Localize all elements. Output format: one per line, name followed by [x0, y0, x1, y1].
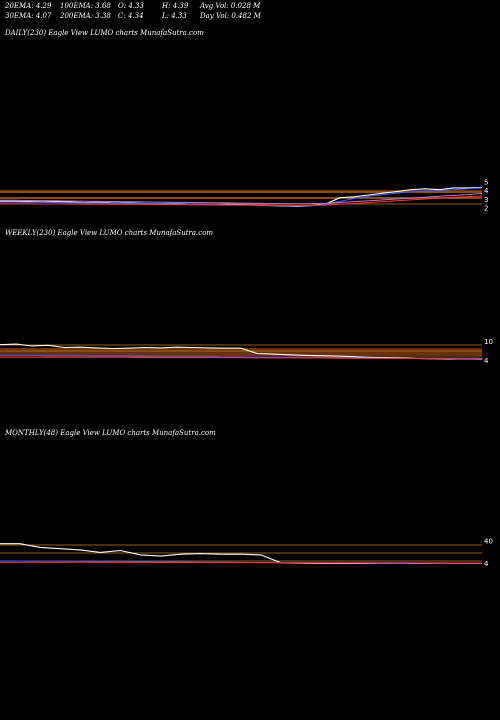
- weekly-panel-label: WEEKLY(230) Eagle View LUMO charts Munaf…: [5, 229, 214, 237]
- monthly-price-line: [0, 543, 482, 565]
- daily-ema_red-line: [0, 195, 483, 207]
- stat-200ema: 200EMA: 3.38: [60, 12, 111, 20]
- stat-low: L: 4.33: [162, 12, 187, 20]
- weekly-ytick-0: 10: [484, 338, 493, 346]
- daily-panel-label: DAILY(230) Eagle View LUMO charts Munafa…: [5, 29, 204, 37]
- stat-30ema: 30EMA: 4.07: [5, 12, 52, 20]
- stat-100ema: 100EMA: 3.68: [60, 2, 111, 10]
- stat-day-vol: Day Vol: 0.482 M: [200, 12, 261, 20]
- daily-ema_purple-line: [0, 192, 483, 205]
- monthly-ytick-0: 40: [484, 538, 493, 546]
- daily-ytick-0: 5: [484, 178, 488, 186]
- monthly-ema_red-line: [0, 561, 482, 564]
- stat-open: O: 4.33: [118, 2, 144, 10]
- stat-avg-vol: Avg Vol: 0.028 M: [200, 2, 261, 10]
- daily-ytick-2: 3: [484, 196, 488, 204]
- weekly-volume-band-0: [0, 348, 482, 356]
- stat-20ema: 20EMA: 4.29: [5, 2, 52, 10]
- stat-high: H: 4.39: [162, 2, 189, 10]
- daily-ytick-1: 4: [484, 187, 489, 195]
- daily-volume-band-0: [0, 190, 482, 193]
- weekly-ytick-1: 4: [484, 357, 489, 365]
- monthly-ytick-1: 4: [484, 560, 489, 568]
- monthly-panel-label: MONTHLY(48) Eagle View LUMO charts Munaf…: [5, 429, 216, 437]
- stat-close: C: 4.34: [118, 12, 144, 20]
- weekly-ema_red-line: [0, 356, 482, 359]
- daily-ytick-3: 2: [484, 205, 488, 213]
